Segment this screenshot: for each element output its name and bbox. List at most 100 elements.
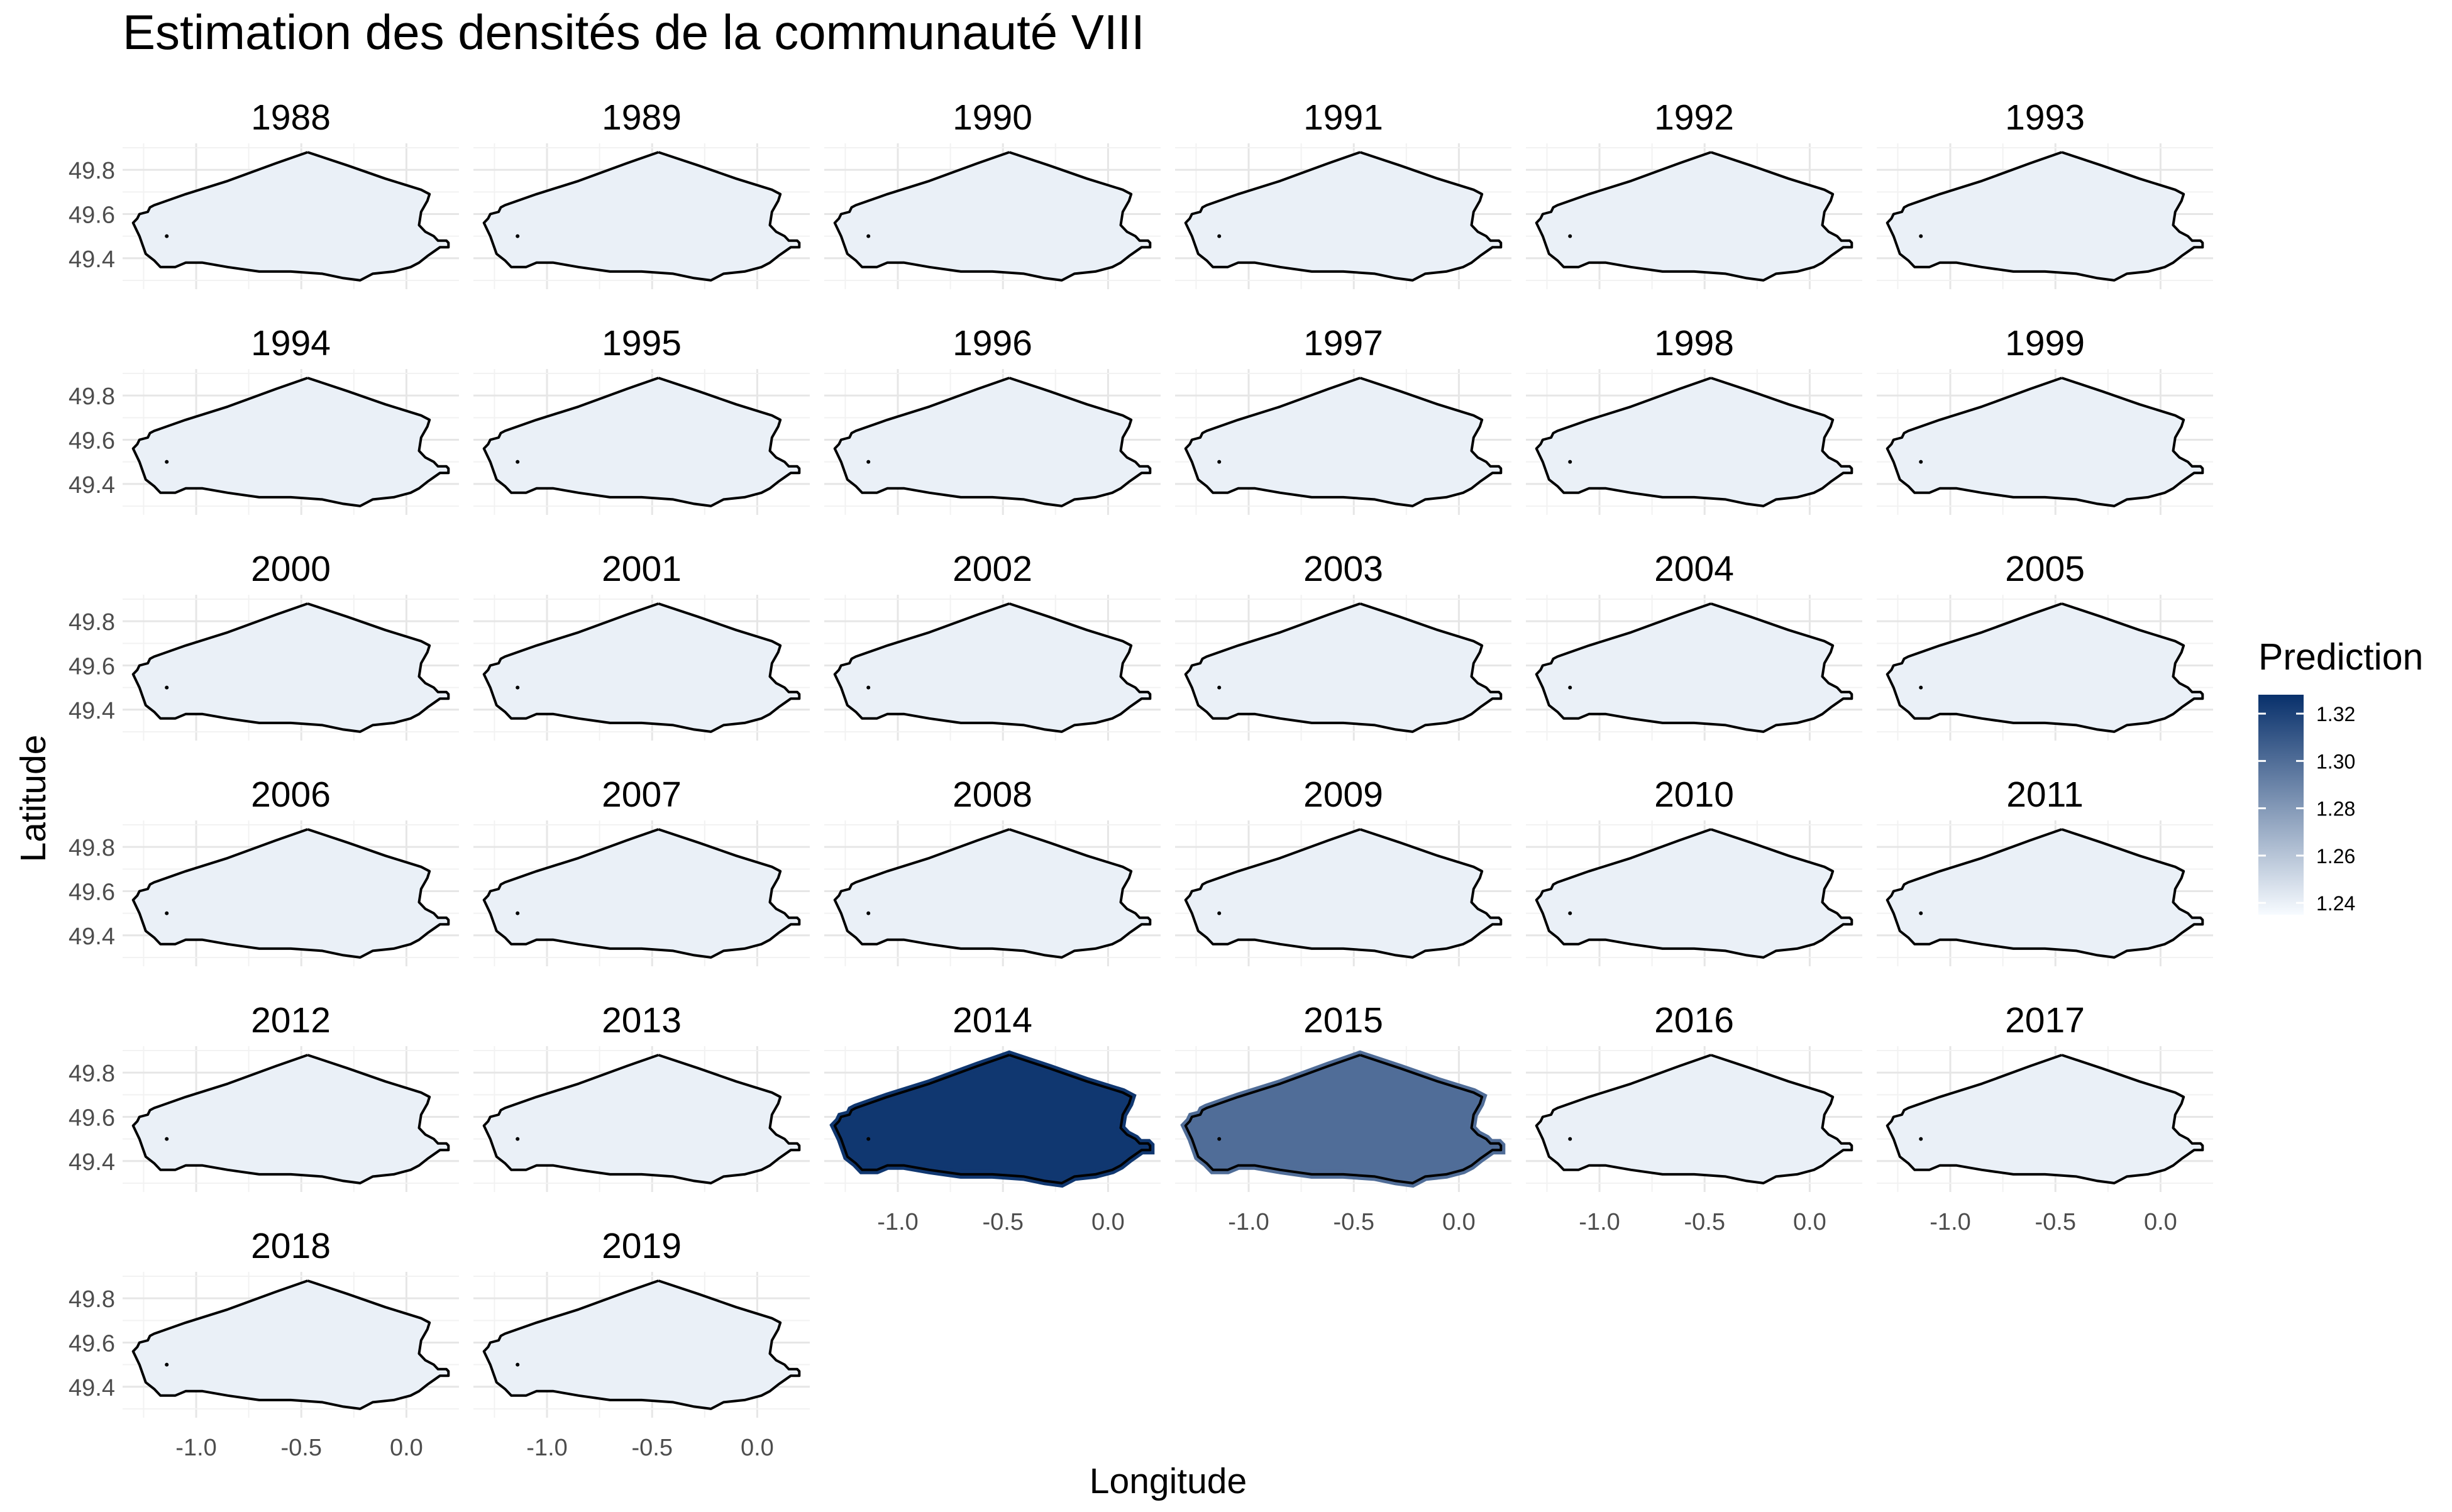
facet-title: 2004 [1654, 549, 1734, 589]
coastline [1535, 151, 1853, 282]
facet-panel: 2003 [1175, 549, 1511, 741]
y-tick-label: 49.6 [69, 428, 115, 454]
island-mark [1217, 685, 1222, 690]
island-mark [1568, 911, 1572, 915]
coastline [833, 1054, 1152, 1184]
density-fill [133, 1055, 449, 1183]
facet-panel: 1995 [473, 323, 810, 515]
coastline [1184, 1054, 1503, 1184]
x-tick-label: -0.5 [2035, 1209, 2075, 1235]
density-fill [1887, 829, 2203, 957]
legend-tick-label: 1.30 [2316, 750, 2355, 773]
island-mark [516, 1137, 520, 1141]
density-fill [483, 378, 800, 506]
y-tick-label: 49.6 [69, 202, 115, 228]
density-fill [133, 378, 449, 506]
coastline [1886, 828, 2204, 959]
x-tick-label: -1.0 [1228, 1209, 1269, 1235]
density-fill [483, 152, 800, 280]
legend-tick-label: 1.26 [2316, 845, 2355, 868]
legend-title: Prediction [2258, 636, 2423, 678]
y-tick-label: 49.4 [69, 698, 115, 724]
coastline [833, 602, 1152, 733]
facet-title: 1999 [2005, 323, 2085, 363]
x-axis-label: Longitude [1090, 1461, 1247, 1501]
x-tick-label: -1.0 [877, 1209, 918, 1235]
facet-panel: 2011 [1877, 775, 2213, 966]
chart-title: Estimation des densités de la communauté… [123, 4, 1145, 60]
coastline [482, 1054, 801, 1184]
facet-title: 1991 [1303, 97, 1383, 138]
facet-panel: 2002 [824, 549, 1161, 741]
island-mark [165, 911, 169, 915]
island-mark [516, 234, 520, 238]
facet-title: 1993 [2005, 97, 2085, 138]
island-mark [165, 234, 169, 238]
density-fill [1887, 152, 2203, 280]
facet-title: 2013 [602, 1000, 682, 1040]
island-mark [1217, 234, 1222, 238]
density-fill [834, 1055, 1151, 1183]
x-tick-label: 0.0 [390, 1435, 423, 1461]
legend-tick-label: 1.28 [2316, 798, 2355, 820]
x-tick-label: 0.0 [1442, 1209, 1476, 1235]
facet-panel: 2010 [1526, 775, 1862, 966]
facet-title: 2017 [2005, 1000, 2085, 1040]
facet-panel: 2013 [473, 1000, 810, 1192]
x-tick-label: -0.5 [631, 1435, 672, 1461]
y-tick-label: 49.4 [69, 1375, 115, 1401]
coastline [1886, 1054, 2204, 1184]
x-tick-label: -1.0 [1579, 1209, 1620, 1235]
island-mark [516, 911, 520, 915]
facet-title: 2001 [602, 549, 682, 589]
facet-panel: 2004 [1526, 549, 1862, 741]
coastline [833, 151, 1152, 282]
coastline [833, 828, 1152, 959]
facet-panel: 1991 [1175, 97, 1511, 289]
coastline [482, 1279, 801, 1410]
x-tick-label: 0.0 [1793, 1209, 1826, 1235]
y-tick-label: 49.8 [69, 158, 115, 184]
x-tick-label: 0.0 [741, 1435, 774, 1461]
y-tick-label: 49.4 [69, 924, 115, 950]
island-mark [165, 1362, 169, 1367]
coastline [1184, 602, 1503, 733]
x-tick-label: -0.5 [1333, 1209, 1374, 1235]
facet-panel: 2005 [1877, 549, 2213, 741]
facet-panel: 1998 [1526, 323, 1862, 515]
coastline [482, 828, 801, 959]
density-fill [1887, 378, 2203, 506]
density-fill [483, 604, 800, 732]
island-mark [866, 685, 871, 690]
legend-tick-label: 1.32 [2316, 703, 2355, 726]
x-tick-label: 0.0 [2144, 1209, 2177, 1235]
facet-title: 2010 [1654, 775, 1734, 815]
density-fill [1185, 152, 1501, 280]
facet-panels: 1988 49.4 49.6 49.8 1989 1990 1991 1992 1993 1994… [69, 97, 2213, 1461]
island-mark [1919, 1137, 1923, 1141]
coastline [482, 151, 801, 282]
y-tick-label: 49.6 [69, 653, 115, 680]
island-mark [516, 1362, 520, 1367]
legend-colorbar [2258, 695, 2304, 915]
island-mark [165, 685, 169, 690]
x-tick-label: -1.0 [175, 1435, 216, 1461]
y-tick-label: 49.8 [69, 1286, 115, 1313]
y-tick-label: 49.8 [69, 384, 115, 410]
density-fill [133, 1281, 449, 1409]
coastline [1535, 828, 1853, 959]
facet-panel: 2019 -1.0 -0.5 0.0 [473, 1226, 810, 1461]
island-mark [1919, 911, 1923, 915]
x-tick-label: -1.0 [526, 1435, 567, 1461]
y-axis-label: Latitude [13, 735, 53, 863]
facet-panel: 2015 -1.0 -0.5 0.0 [1175, 1000, 1511, 1235]
x-tick-label: -0.5 [982, 1209, 1023, 1235]
island-mark [1919, 460, 1923, 464]
island-mark [1217, 911, 1222, 915]
facet-title: 2006 [251, 775, 331, 815]
coastline [1886, 377, 2204, 507]
density-fill [834, 604, 1151, 732]
facet-title: 2016 [1654, 1000, 1734, 1040]
island-mark [516, 460, 520, 464]
